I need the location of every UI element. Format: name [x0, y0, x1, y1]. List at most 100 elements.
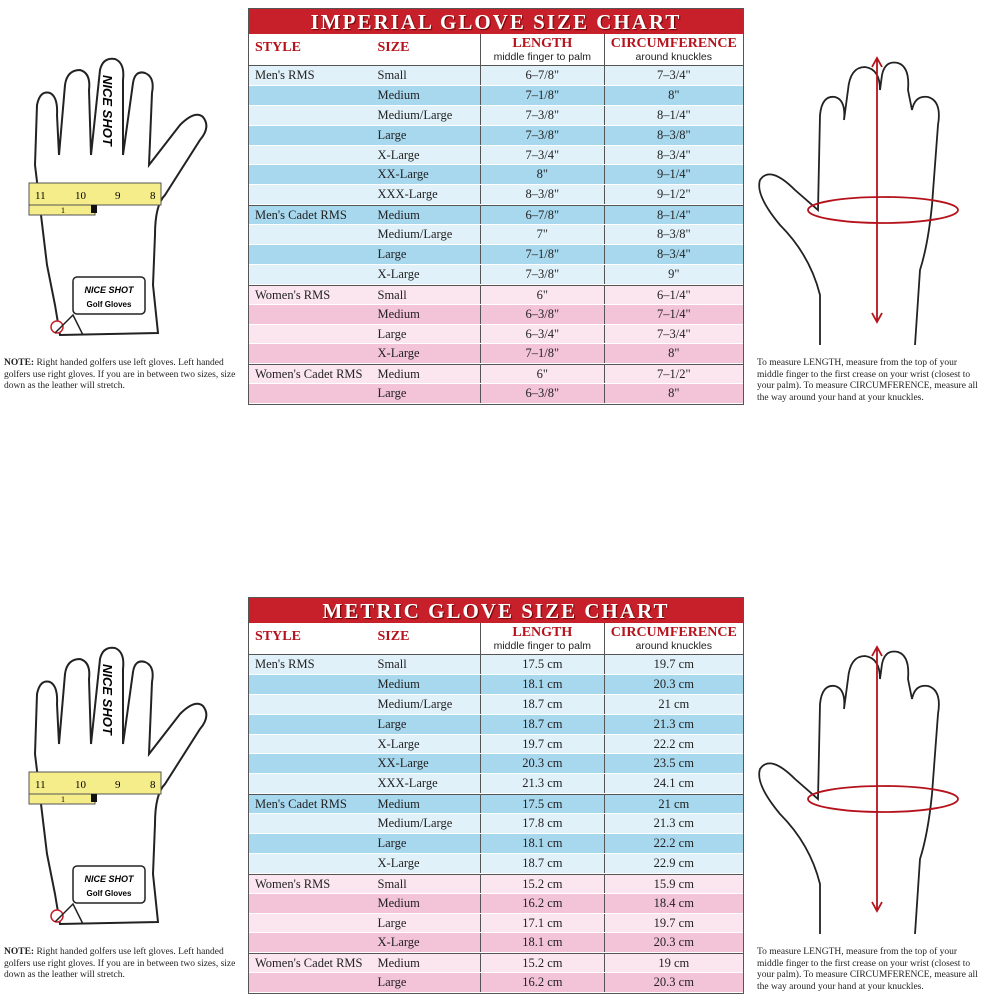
- ruler-mark: 11: [35, 779, 46, 791]
- cell-style: [249, 834, 376, 853]
- table-row: Medium 16.2 cm 18.4 cm: [249, 893, 743, 914]
- logo-badge-icon: [50, 320, 64, 334]
- cell-size: X-Large: [377, 346, 420, 361]
- cell-style: Women's RMS: [255, 876, 331, 891]
- header-style: STYLE: [255, 40, 301, 55]
- size-chart-section: 11 10 9 8 1 NICE SHOT NICE SHOT Golf Glo…: [0, 0, 985, 406]
- cell-circumference: 9": [603, 264, 743, 284]
- cell-circumference: 9–1/2": [603, 185, 743, 205]
- cell-style: [249, 814, 376, 833]
- cell-length: 17.8 cm: [480, 814, 604, 834]
- logo-badge-icon: [50, 909, 64, 923]
- ruler-mark: 9: [115, 190, 121, 202]
- cell-style: [249, 735, 376, 754]
- logo-sub: Golf Gloves: [87, 889, 132, 898]
- cell-size: XX-Large: [377, 167, 429, 182]
- cell-circumference: 20.3 cm: [603, 973, 743, 993]
- cell-circumference: 7–3/4": [603, 66, 743, 85]
- cell-length: 18.1 cm: [480, 674, 604, 694]
- cell-length: 6": [480, 285, 604, 304]
- cell-style: [249, 914, 376, 933]
- cell-size: Large: [377, 326, 407, 341]
- table-row: Medium/Large 7" 8–3/8": [249, 225, 743, 246]
- cell-style: [249, 106, 376, 125]
- table-row: Men's Cadet RMS Medium 6–7/8" 8–1/4": [249, 205, 743, 226]
- cell-size: Medium: [377, 895, 420, 910]
- cell-size: Small: [377, 657, 407, 671]
- cell-circumference: 15.9 cm: [603, 874, 743, 893]
- cell-size: X-Large: [377, 266, 420, 281]
- table-row: Medium 18.1 cm 20.3 cm: [249, 674, 743, 695]
- logo-sub: Golf Gloves: [87, 300, 132, 309]
- cell-style: [249, 675, 376, 694]
- table-row: X-Large 19.7 cm 22.2 cm: [249, 734, 743, 755]
- header-length: LENGTH middle finger to palm: [480, 34, 604, 65]
- cell-length: 18.7 cm: [480, 853, 604, 873]
- cell-circumference: 6–1/4": [603, 285, 743, 304]
- ruler-mark: 1: [61, 206, 65, 215]
- table-row: X-Large 7–3/4" 8–3/4": [249, 145, 743, 166]
- cell-size: Large: [377, 386, 407, 401]
- table-row: Large 17.1 cm 19.7 cm: [249, 913, 743, 934]
- cell-circumference: 8–3/4": [603, 245, 743, 264]
- hand-measure-illustration: [758, 56, 959, 345]
- table-body: Men's RMS Small 17.5 cm 19.7 cm Medium 18.1 c…: [249, 655, 743, 994]
- cell-size: Large: [377, 716, 407, 731]
- size-chart-section: 11 10 9 8 1 NICE SHOT NICE SHOT Golf Glo…: [0, 589, 985, 995]
- cell-style: Women's Cadet RMS: [255, 367, 363, 382]
- cell-style: [249, 245, 376, 264]
- ruler-mark: 1: [61, 795, 65, 804]
- cell-circumference: 19 cm: [603, 954, 743, 973]
- table-row: Medium 6–3/8" 7–1/4": [249, 304, 743, 325]
- header-size: SIZE: [377, 40, 410, 55]
- cell-size: Large: [377, 975, 407, 990]
- cell-length: 21.3 cm: [480, 774, 604, 794]
- cell-length: 7–3/8": [480, 125, 604, 145]
- cell-circumference: 21 cm: [603, 694, 743, 714]
- cell-size: Medium: [377, 797, 420, 812]
- table-row: Large 7–3/8" 8–3/8": [249, 125, 743, 146]
- cell-length: 6–3/8": [480, 384, 604, 404]
- cell-circumference: 24.1 cm: [603, 774, 743, 794]
- table-row: Large 16.2 cm 20.3 cm: [249, 973, 743, 994]
- cell-length: 15.2 cm: [480, 874, 604, 893]
- cell-length: 7–1/8": [480, 344, 604, 364]
- note-label: NOTE:: [4, 947, 35, 957]
- cell-style: [249, 146, 376, 165]
- ruler-mark: 10: [75, 779, 87, 791]
- table-row: Women's Cadet RMS Medium 6" 7–1/2": [249, 364, 743, 385]
- cell-length: 15.2 cm: [480, 954, 604, 973]
- cell-length: 7–3/8": [480, 264, 604, 284]
- cell-size: Small: [377, 876, 407, 891]
- cell-length: 17.5 cm: [480, 655, 604, 674]
- cell-length: 17.5 cm: [480, 795, 604, 814]
- table-row: Women's RMS Small 6" 6–1/4": [249, 284, 743, 305]
- cell-size: Medium: [377, 87, 420, 102]
- cell-length: 18.1 cm: [480, 933, 604, 953]
- table-row: X-Large 18.7 cm 22.9 cm: [249, 853, 743, 874]
- ruler-mark: 8: [150, 779, 156, 791]
- cell-style: Women's RMS: [255, 287, 331, 302]
- cell-length: 7–3/8": [480, 105, 604, 125]
- cell-size: Large: [377, 915, 407, 930]
- glove-illustration: 11 10 9 8 1 NICE SHOT NICE SHOT Golf Glo…: [28, 646, 208, 926]
- cell-size: X-Large: [377, 147, 420, 162]
- size-table: IMPERIAL GLOVE SIZE CHART STYLE SIZE LEN…: [248, 8, 744, 406]
- cell-size: Medium: [377, 367, 420, 382]
- ruler-mark: 10: [75, 190, 87, 202]
- table-row: Medium 7–1/8" 8": [249, 85, 743, 106]
- cell-circumference: 8–3/8": [603, 225, 743, 245]
- note-text: Right handed golfers use left gloves. Le…: [4, 947, 236, 980]
- cell-length: 6–3/8": [480, 304, 604, 324]
- cell-length: 7–3/4": [480, 145, 604, 165]
- table-header: STYLE SIZE LENGTH middle finger to palm C…: [249, 34, 743, 66]
- table-row: XX-Large 20.3 cm 23.5 cm: [249, 754, 743, 775]
- cell-length: 20.3 cm: [480, 754, 604, 774]
- table-row: Men's RMS Small 17.5 cm 19.7 cm: [249, 655, 743, 675]
- cell-circumference: 21.3 cm: [603, 714, 743, 734]
- cell-size: X-Large: [377, 736, 420, 751]
- header-size: SIZE: [377, 629, 410, 644]
- cell-style: [249, 86, 376, 105]
- cell-length: 19.7 cm: [480, 734, 604, 754]
- table-row: Medium/Large 17.8 cm 21.3 cm: [249, 814, 743, 835]
